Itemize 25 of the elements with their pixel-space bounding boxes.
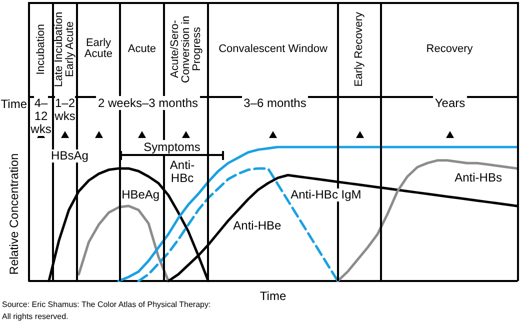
text: 2 weeks–3 months [96, 96, 200, 110]
text: 4–12 wks [30, 96, 52, 136]
series-label: Anti-HBc [168, 158, 196, 185]
text: Early Acute [83, 37, 114, 60]
series-label: HBeAg [120, 187, 161, 202]
x-axis-title: Time [260, 289, 286, 303]
series-label: Anti-HBs [454, 170, 503, 185]
text: Recovery [426, 42, 473, 54]
text: Late Incubation Early Acute [53, 10, 76, 89]
text: Years [432, 96, 468, 110]
text: 1–2 wks [54, 96, 76, 123]
text: Time [0, 97, 27, 111]
annotation: Symptoms [142, 140, 202, 154]
legend-label: HBsAg [50, 148, 90, 162]
source-note: Source: Eric Shamus: The Color Atlas of Physical Therapy: [2, 299, 211, 310]
y-axis-title: Relative Concentration [7, 153, 21, 275]
text: Convalescent Window [218, 42, 328, 54]
text: Incubation [34, 24, 46, 74]
text: All rights reserved. [2, 311, 68, 322]
series-label: Anti-HBc IgM [290, 187, 362, 202]
text: Acute/Sero-Conversion in Progress [168, 14, 202, 85]
text: Acute [128, 42, 156, 54]
series-label: Anti-HBe [232, 218, 282, 232]
text: Early Recovery [353, 12, 365, 86]
text: 3–6 months [242, 96, 308, 110]
